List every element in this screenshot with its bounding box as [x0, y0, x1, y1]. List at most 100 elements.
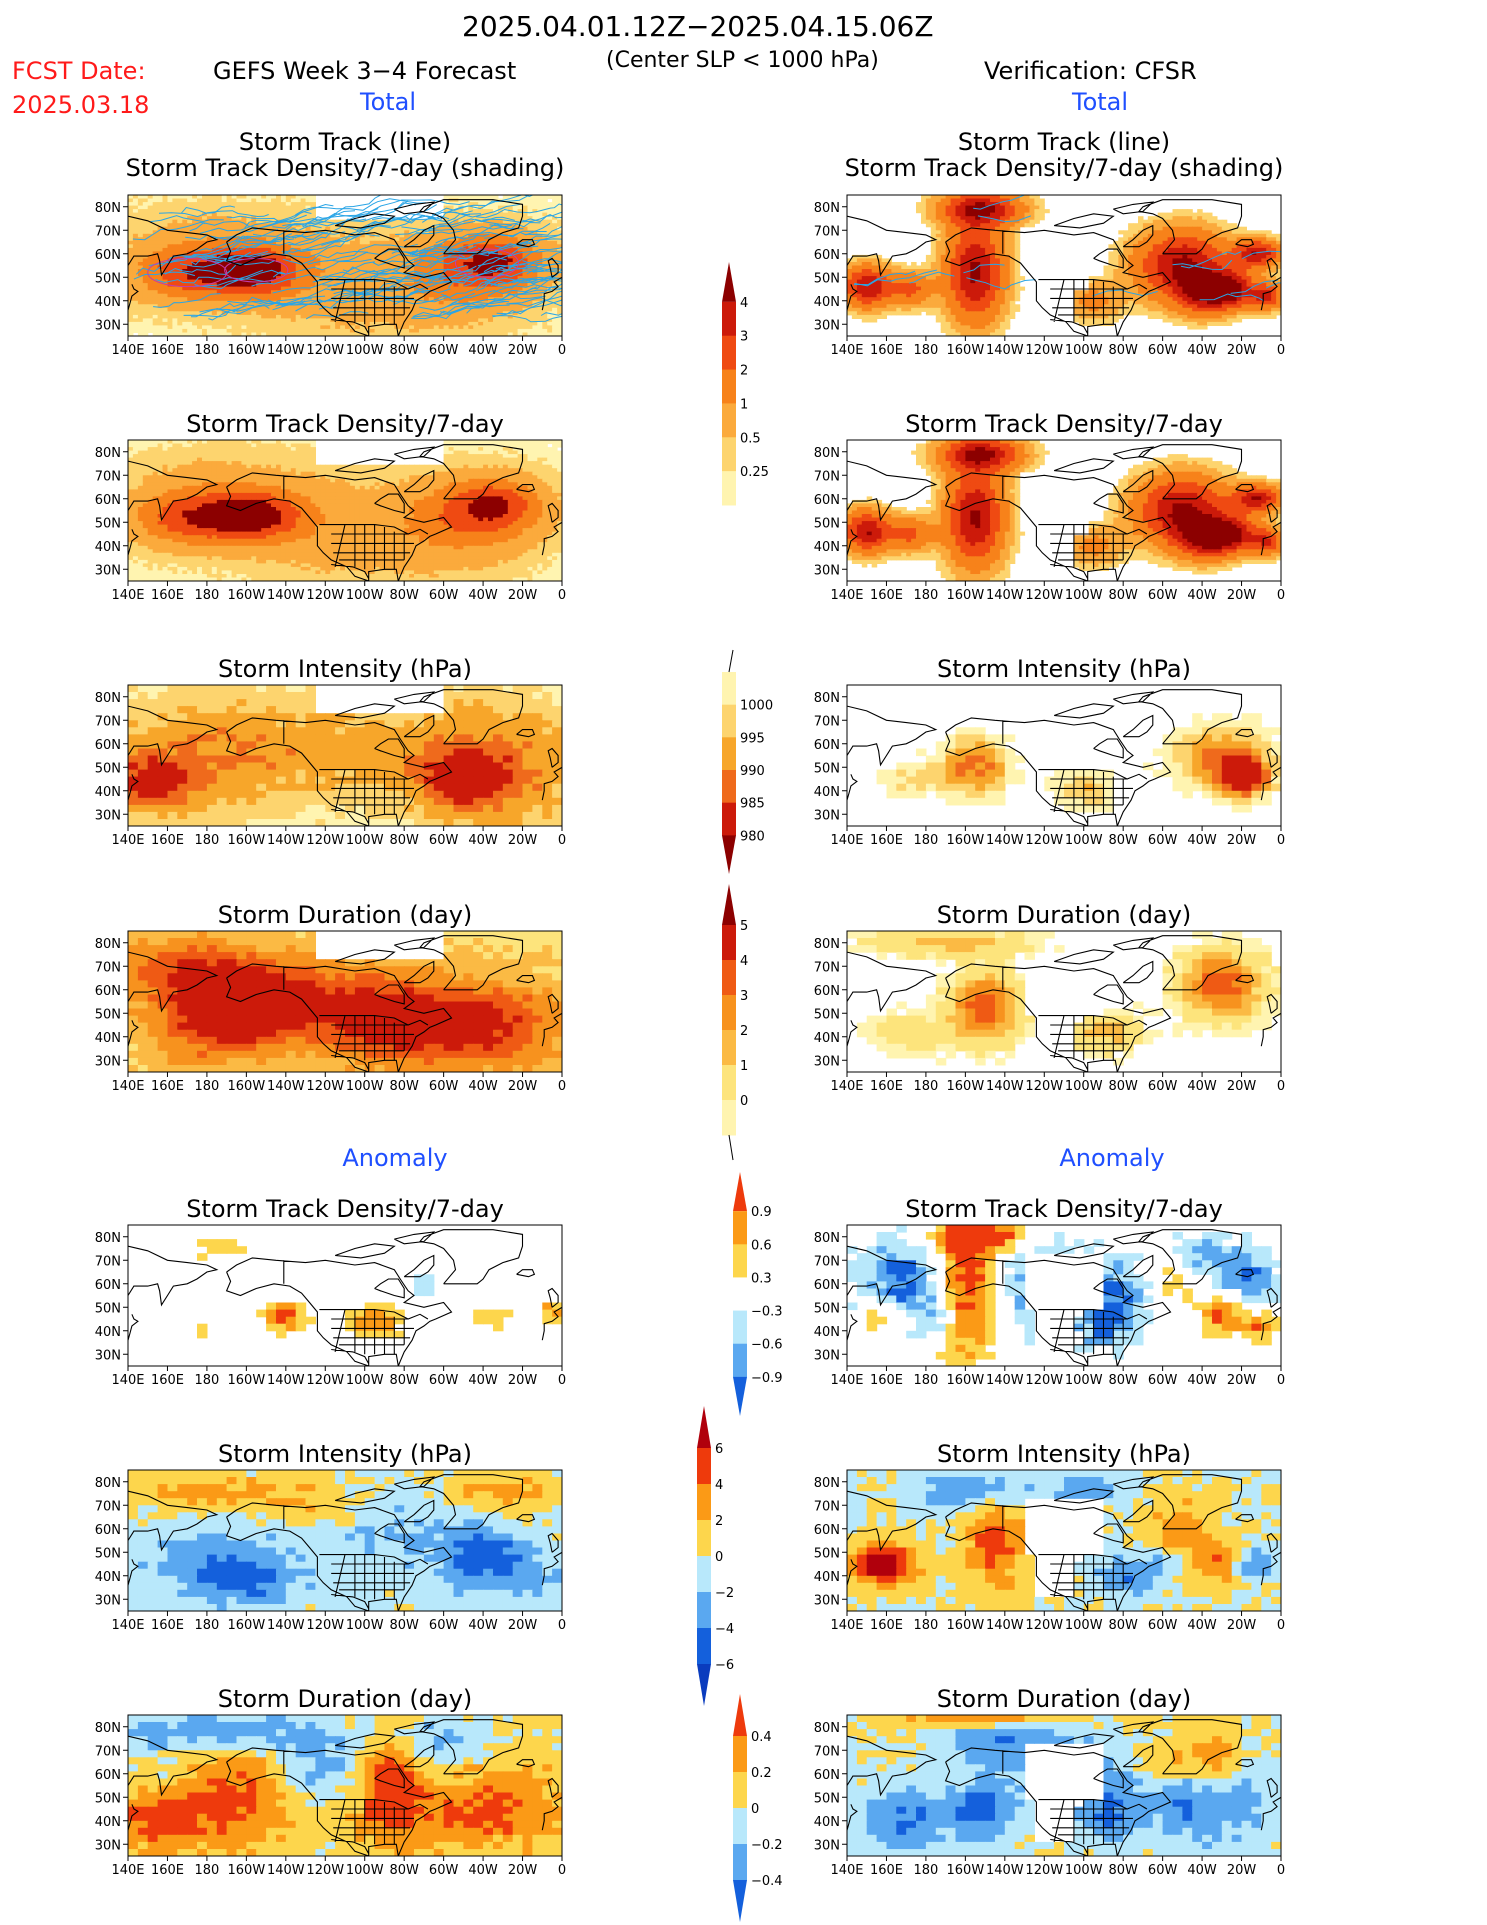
panel-l5: Storm Track Density/7-day 140E 160E 180 160W…: [95, 1195, 566, 1388]
lon-tick-label: 120W: [306, 833, 344, 848]
lon-tick-label: 160E: [870, 1863, 903, 1878]
field-shading: [128, 440, 562, 581]
colorbar-tick: 0.5: [740, 431, 761, 446]
lat-tick-label: 70N: [95, 469, 121, 484]
field-shading: [128, 685, 562, 826]
lon-tick-label: 160W: [947, 833, 985, 848]
lon-tick-label: 20W: [1227, 1618, 1257, 1633]
lon-tick-label: 120W: [306, 1079, 344, 1094]
lon-tick-label: 80W: [389, 1863, 419, 1878]
panel-subtitle: Storm Track Density/7-day (shading): [845, 154, 1284, 182]
lon-tick-label: 40W: [468, 1079, 498, 1094]
colorbar-segment: [733, 1277, 747, 1312]
lon-tick-label: 160E: [151, 1079, 184, 1094]
colorbar-tick: 0: [715, 1550, 723, 1565]
lat-tick-label: 50N: [95, 271, 121, 286]
lon-tick-label: 160W: [228, 1618, 266, 1633]
field-shading: [128, 931, 562, 1072]
lon-tick-label: 0: [558, 588, 566, 603]
panel-l6: Storm Intensity (hPa) 140E 160E 180 160W 140W…: [95, 1440, 566, 1633]
colorbar-tick: 0.3: [751, 1271, 772, 1286]
lat-tick-label: 30N: [814, 1593, 840, 1608]
lon-tick-label: 140E: [830, 1373, 863, 1388]
lon-tick-label: 20W: [508, 1618, 538, 1633]
panel-subtitle: Storm Track Density/7-day (shading): [126, 154, 565, 182]
field-shading: [197, 1239, 562, 1339]
lat-tick-label: 60N: [95, 493, 121, 508]
colorbar-tick: 980: [740, 829, 765, 844]
lon-tick-label: 180: [913, 1373, 938, 1388]
lon-tick-label: 80W: [389, 833, 419, 848]
lon-tick-label: 180: [913, 1863, 938, 1878]
lon-tick-label: 100W: [1065, 833, 1103, 848]
colorbar-segment: [733, 1694, 747, 1736]
lat-tick-label: 40N: [814, 1031, 840, 1046]
colorbar-segment: [722, 301, 736, 337]
left-total-label: Total: [360, 88, 417, 116]
colorbar-segment: [697, 1556, 711, 1593]
lon-tick-label: 40W: [468, 1373, 498, 1388]
right-anomaly-label: Anomaly: [1059, 1144, 1164, 1172]
colorbar-segment: [733, 1772, 747, 1809]
colorbar-segment: [722, 262, 736, 302]
lat-tick-label: 80N: [814, 1231, 840, 1246]
lon-tick-label: 160W: [947, 1373, 985, 1388]
lat-tick-label: 30N: [814, 1054, 840, 1069]
lat-tick-label: 30N: [95, 1838, 121, 1853]
panel-frame: [846, 684, 1282, 827]
lon-tick-label: 120W: [1025, 1863, 1063, 1878]
lat-tick-label: 40N: [95, 1325, 121, 1340]
colorbar-segment: [722, 1065, 736, 1101]
lat-tick-label: 50N: [814, 761, 840, 776]
lon-tick-label: 120W: [306, 1618, 344, 1633]
panel-r4: Storm Duration (day)140E 160E 180 160W 140W 1…: [814, 901, 1285, 1094]
colorbar-density-anom: 0.9 0.6 0.3 −0.3 −0.6 −0.9: [733, 1172, 783, 1416]
lon-tick-label: 0: [558, 1863, 566, 1878]
lat-tick-label: 70N: [95, 224, 121, 239]
colorbar-tick: −0.4: [751, 1874, 783, 1889]
lon-tick-label: 20W: [1227, 588, 1257, 603]
lon-tick-label: 140W: [267, 343, 305, 358]
lon-tick-label: 0: [1277, 1618, 1285, 1633]
lon-tick-label: 140W: [267, 588, 305, 603]
lon-tick-label: 160W: [228, 1863, 266, 1878]
lon-tick-label: 140W: [986, 1863, 1024, 1878]
lat-tick-label: 80N: [95, 446, 121, 461]
fcst-date-value: 2025.03.18: [12, 91, 150, 119]
lon-tick-label: 120W: [306, 588, 344, 603]
lon-tick-label: 40W: [468, 343, 498, 358]
lat-tick-label: 60N: [814, 248, 840, 263]
lon-tick-label: 120W: [1025, 1079, 1063, 1094]
colorbar-tick: 990: [740, 764, 765, 779]
lon-tick-label: 120W: [1025, 1618, 1063, 1633]
lon-tick-label: 140W: [986, 833, 1024, 848]
lon-tick-label: 60W: [1148, 1618, 1178, 1633]
lat-tick-label: 40N: [814, 785, 840, 800]
colorbar-segment: [733, 1211, 747, 1245]
coastlines: [128, 1474, 562, 1611]
lon-tick-label: 60W: [429, 833, 459, 848]
lat-tick-label: 70N: [814, 469, 840, 484]
lon-tick-label: 180: [194, 833, 219, 848]
lat-tick-label: 50N: [95, 761, 121, 776]
lon-tick-label: 0: [1277, 343, 1285, 358]
lon-tick-label: 180: [194, 343, 219, 358]
panel-r6: Storm Intensity (hPa) 140E 160E 180 160W 140W…: [814, 1440, 1285, 1633]
lon-tick-label: 160E: [151, 833, 184, 848]
colorbar-segment: [722, 704, 736, 738]
lat-tick-label: 50N: [95, 1301, 121, 1316]
lon-tick-label: 100W: [346, 588, 384, 603]
colorbar-segment: [697, 1520, 711, 1557]
panel-title: Storm Duration (day): [218, 901, 473, 929]
colorbar-segment: [733, 1343, 747, 1378]
lon-tick-label: 0: [558, 1373, 566, 1388]
lat-tick-label: 30N: [814, 1838, 840, 1853]
left-anomaly-label: Anomaly: [342, 1144, 447, 1172]
colorbar-tick: 6: [715, 1442, 723, 1457]
fcst-date-label: FCST Date:: [12, 57, 146, 85]
lon-tick-label: 140W: [267, 1618, 305, 1633]
lon-tick-label: 160W: [228, 833, 266, 848]
colorbar-intensity-anom: 6 4 2 0 −2 −4 −6: [697, 1406, 734, 1706]
lon-tick-label: 20W: [508, 1373, 538, 1388]
lat-tick-label: 80N: [95, 201, 121, 216]
